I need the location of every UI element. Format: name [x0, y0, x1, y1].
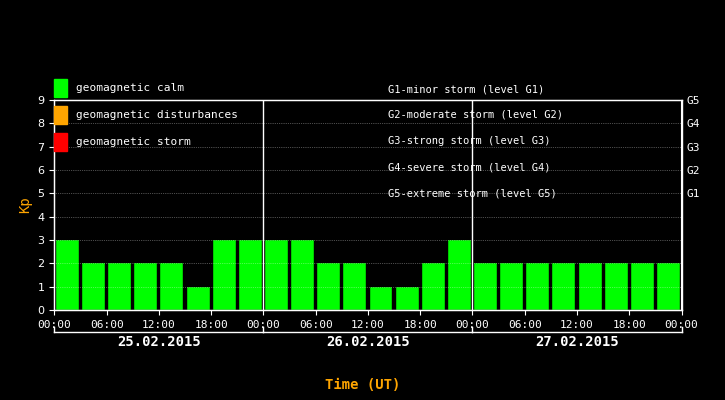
Bar: [422, 263, 444, 310]
Text: Time (UT): Time (UT): [325, 378, 400, 392]
Text: geomagnetic calm: geomagnetic calm: [76, 83, 184, 93]
Bar: [605, 263, 628, 310]
Text: G2-moderate storm (level G2): G2-moderate storm (level G2): [388, 110, 563, 120]
Bar: [239, 240, 262, 310]
Text: geomagnetic disturbances: geomagnetic disturbances: [76, 110, 238, 120]
Bar: [552, 263, 576, 310]
Bar: [370, 287, 392, 310]
Bar: [526, 263, 550, 310]
Bar: [291, 240, 314, 310]
Bar: [657, 263, 680, 310]
Bar: [160, 263, 183, 310]
Bar: [108, 263, 131, 310]
Bar: [56, 240, 79, 310]
Text: G4-severe storm (level G4): G4-severe storm (level G4): [388, 162, 550, 172]
Bar: [212, 240, 236, 310]
Bar: [448, 240, 471, 310]
Text: G1-minor storm (level G1): G1-minor storm (level G1): [388, 84, 544, 94]
Bar: [134, 263, 157, 310]
Bar: [474, 263, 497, 310]
Text: G5-extreme storm (level G5): G5-extreme storm (level G5): [388, 188, 557, 198]
Bar: [500, 263, 523, 310]
Text: 26.02.2015: 26.02.2015: [326, 335, 410, 349]
Bar: [631, 263, 654, 310]
Bar: [579, 263, 602, 310]
Text: 25.02.2015: 25.02.2015: [117, 335, 201, 349]
Bar: [265, 240, 288, 310]
Text: G3-strong storm (level G3): G3-strong storm (level G3): [388, 136, 550, 146]
Y-axis label: Kp: Kp: [18, 197, 32, 213]
Bar: [186, 287, 210, 310]
Bar: [82, 263, 105, 310]
Text: 27.02.2015: 27.02.2015: [535, 335, 619, 349]
Bar: [396, 287, 418, 310]
Bar: [344, 263, 366, 310]
Text: geomagnetic storm: geomagnetic storm: [76, 137, 191, 147]
Bar: [318, 263, 340, 310]
